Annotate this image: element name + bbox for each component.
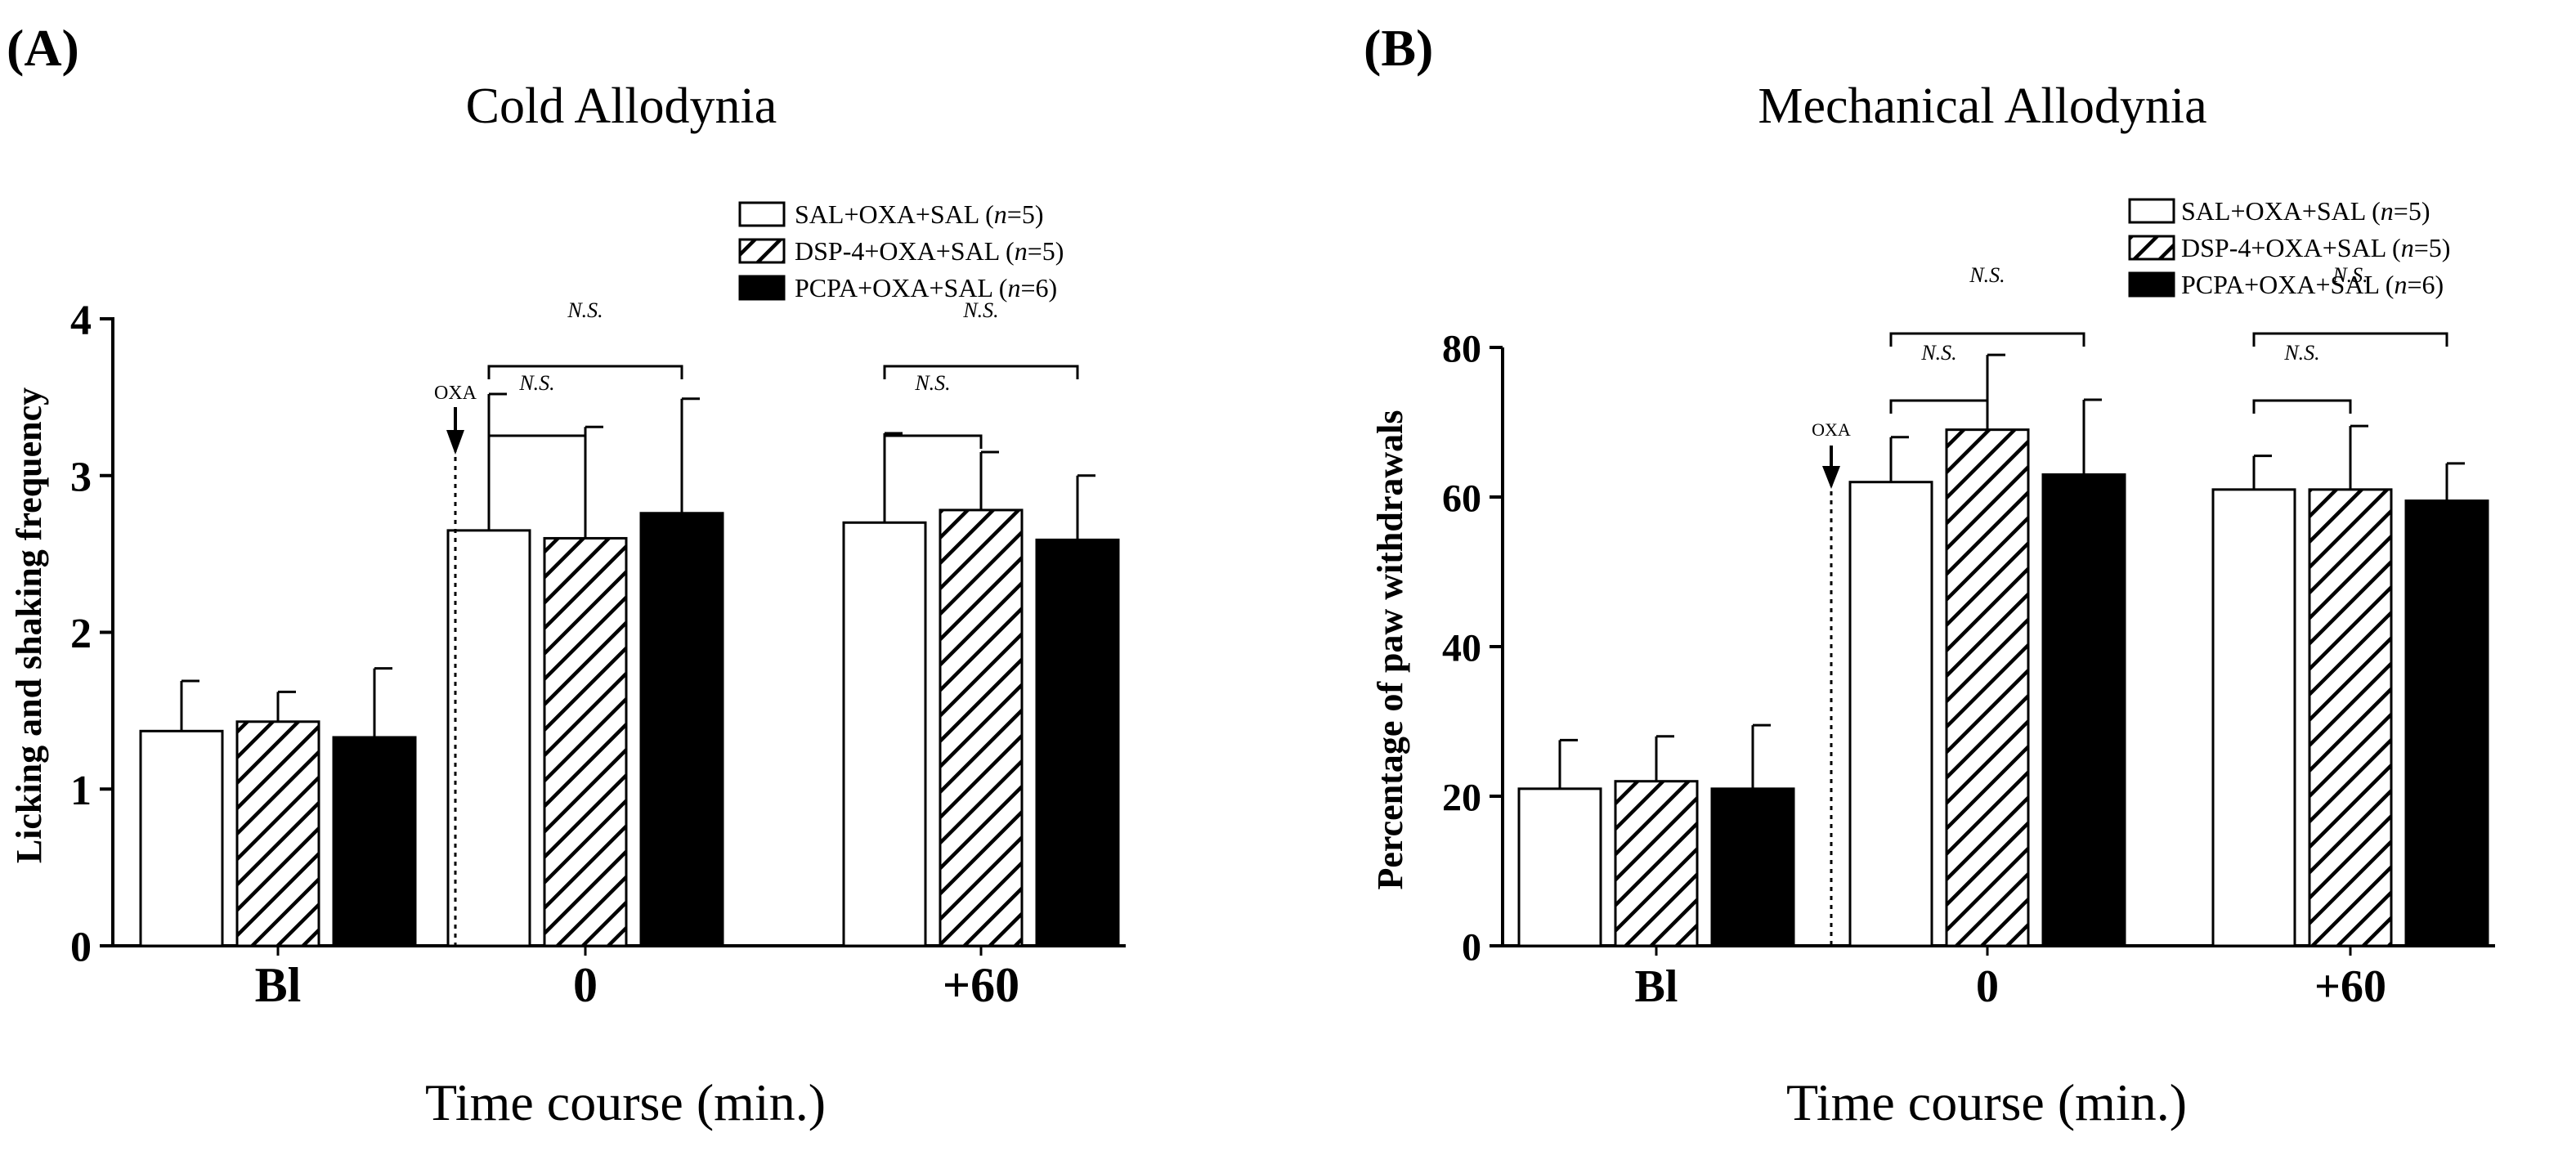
bar [2308, 488, 2393, 947]
bracket-line [1889, 332, 2085, 347]
ns-label: N.S. [914, 371, 950, 395]
x-category-labels: Bl 0 +60 [255, 946, 1019, 1012]
legend-label: SAL+OXA+SAL (n=5) [795, 199, 1044, 229]
ns-label: N.S. [2283, 341, 2319, 365]
legend-swatch [2128, 271, 2175, 298]
oxa-label: OXA [1812, 419, 1851, 440]
legend-label: PCPA+OXA+SAL (n=6) [2181, 270, 2444, 299]
y-ticks: 0 20 40 60 80 [1442, 327, 1503, 969]
bracket-line [487, 365, 683, 379]
bar [1945, 428, 2030, 947]
y-tick-label: 1 [70, 768, 92, 814]
oxa-marker: OXA [1812, 419, 1851, 946]
oxa-arrow-head [446, 430, 464, 455]
ns-label: N.S. [1920, 341, 1956, 365]
bar [543, 536, 628, 947]
cold-allodynia-chart: Cold Allodynia Licking and shaking frequ… [9, 78, 1126, 1131]
legend: SAL+OXA+SAL (n=5) DSP-4+OXA+SAL (n=5) PCPA… [2128, 196, 2450, 299]
y-axis-label: Percentage of paw withdrawals [1370, 410, 1410, 890]
y-ticks: 0 1 2 3 4 [70, 298, 113, 971]
error-bars [1558, 353, 2465, 789]
mechanical-allodynia-chart: Mechanical Allodynia Percentage of paw w… [1370, 78, 2495, 1131]
y-axis-label: Licking and shaking frequency [9, 387, 49, 863]
error-bars [180, 392, 1095, 737]
ns-label: N.S. [567, 298, 603, 322]
legend-label: SAL+OXA+SAL (n=5) [2181, 196, 2430, 226]
bracket-line [487, 434, 587, 449]
legend-swatch [738, 238, 786, 264]
bracket-line [2252, 399, 2352, 414]
bar [939, 508, 1024, 947]
significance-brackets: N.S. N.S. N.S. N.S. [487, 298, 1079, 449]
legend: SAL+OXA+SAL (n=5) DSP-4+OXA+SAL (n=5) PCPA… [738, 199, 1064, 302]
x-category-label: +60 [943, 958, 1019, 1012]
chart-title: Mechanical Allodynia [1758, 78, 2206, 134]
ns-label: N.S. [962, 298, 998, 322]
y-tick-label: 2 [70, 611, 92, 657]
bar [235, 720, 320, 947]
bar [1710, 787, 1795, 947]
x-axis-label: Time course (min.) [1786, 1073, 2187, 1131]
legend-label: DSP-4+OXA+SAL (n=5) [2181, 233, 2450, 262]
x-category-label: +60 [2314, 961, 2386, 1012]
y-tick-label: 0 [70, 925, 92, 971]
legend-swatch [2128, 198, 2175, 224]
oxa-label: OXA [434, 383, 477, 404]
significance-brackets: N.S. N.S. N.S. N.S. [1889, 263, 2448, 414]
bar [639, 512, 724, 947]
legend-swatch [738, 201, 786, 227]
chart-title: Cold Allodynia [466, 78, 777, 134]
y-tick-label: 20 [1442, 776, 1481, 819]
bars [1517, 428, 2489, 947]
bar [139, 729, 224, 947]
y-tick-label: 80 [1442, 327, 1481, 370]
ns-label: N.S. [518, 371, 554, 395]
bars [139, 508, 1120, 947]
legend-label: DSP-4+OXA+SAL (n=5) [795, 236, 1064, 266]
oxa-arrow-head [1822, 466, 1840, 489]
x-category-label: 0 [573, 958, 598, 1012]
panel-a-label: (A) [7, 19, 79, 77]
bar [1848, 481, 1933, 947]
ns-label: N.S. [2332, 263, 2368, 287]
panel-b-label: (B) [1364, 19, 1433, 77]
bar [842, 521, 927, 947]
y-tick-label: 40 [1442, 626, 1481, 670]
bracket-line [2252, 332, 2448, 347]
y-tick-label: 0 [1462, 925, 1481, 969]
y-tick-label: 3 [70, 454, 92, 500]
oxa-marker: OXA [434, 383, 477, 946]
bar [332, 736, 417, 947]
ns-label: N.S. [1969, 263, 2005, 287]
bracket-line [1889, 399, 1989, 414]
x-category-label: Bl [1635, 961, 1678, 1012]
y-tick-label: 60 [1442, 477, 1481, 520]
bar [1614, 780, 1699, 947]
y-tick-label: 4 [70, 298, 92, 344]
x-category-label: Bl [255, 958, 302, 1012]
legend-swatch [2128, 235, 2175, 261]
legend-swatch [738, 275, 786, 301]
bar [2211, 488, 2296, 947]
bar [1035, 538, 1120, 947]
bracket-line [883, 365, 1079, 379]
bar [446, 529, 531, 947]
bracket-line [883, 434, 983, 449]
bar [2041, 473, 2126, 947]
x-axis-label: Time course (min.) [425, 1073, 826, 1131]
x-category-labels: Bl 0 +60 [1635, 946, 2386, 1012]
bar [1517, 787, 1602, 947]
legend-label: PCPA+OXA+SAL (n=6) [795, 273, 1057, 302]
x-category-label: 0 [1976, 961, 1999, 1012]
bar [2404, 499, 2489, 947]
